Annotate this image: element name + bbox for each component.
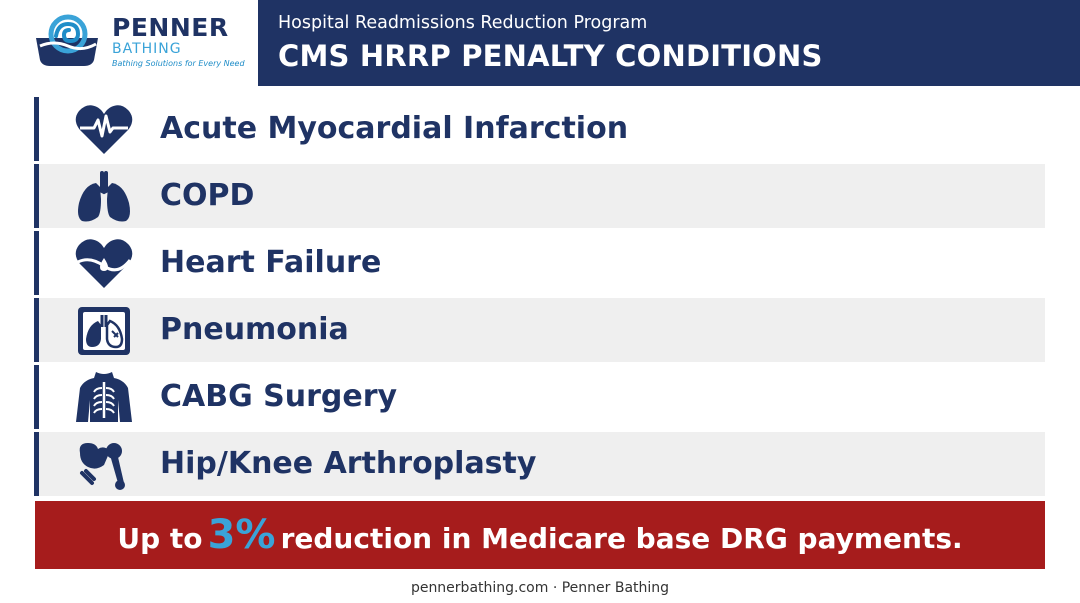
row-accent-bar (34, 365, 39, 429)
condition-row-ami: Acute Myocardial Infarction (34, 97, 1045, 161)
heart-pulse-icon (75, 105, 133, 154)
condition-label: Acute Myocardial Infarction (160, 111, 629, 146)
condition-row-heart-failure: Heart Failure (34, 231, 1045, 295)
brand-name: PENNER (112, 13, 229, 42)
condition-label: CABG Surgery (160, 379, 398, 414)
row-accent-bar (34, 432, 39, 496)
page-title: CMS HRRP PENALTY CONDITIONS (278, 39, 823, 73)
heart-drop-icon (75, 239, 133, 288)
condition-row-cabg: CABG Surgery (34, 365, 1045, 429)
penalty-banner: Up to 3% reduction in Medicare base DRG … (35, 501, 1045, 569)
brand-sub: BATHING (112, 41, 182, 57)
banner-suffix: reduction in Medicare base DRG payments. (280, 522, 963, 555)
condition-row-copd: COPD (34, 164, 1045, 228)
brand-logo: PENNER BATHING Bathing Solutions for Eve… (34, 10, 245, 76)
hip-joint-icon (79, 443, 125, 490)
condition-label: Pneumonia (160, 312, 349, 347)
banner-percent: 3% (207, 512, 276, 558)
row-accent-bar (34, 164, 39, 228)
lungs-icon (78, 171, 130, 222)
row-accent-bar (34, 298, 39, 362)
condition-row-pneumonia: Pneumonia (34, 298, 1045, 362)
header-banner: Hospital Readmissions Reduction Program … (258, 0, 1080, 86)
banner-prefix: Up to (117, 522, 203, 555)
footer-credit: pennerbathing.com · Penner Bathing (410, 580, 670, 596)
condition-label: Heart Failure (160, 245, 382, 280)
row-accent-bar (34, 97, 39, 161)
lung-xray-icon (78, 307, 130, 355)
brand-tagline: Bathing Solutions for Every Need (112, 59, 245, 68)
condition-label: Hip/Knee Arthroplasty (160, 446, 537, 481)
header-subtitle: Hospital Readmissions Reduction Program (278, 13, 648, 33)
row-accent-bar (34, 231, 39, 295)
bathtub-wave-logo-icon (36, 14, 98, 66)
condition-row-arthroplasty: Hip/Knee Arthroplasty (34, 432, 1045, 496)
ribcage-icon (76, 372, 132, 422)
condition-label: COPD (160, 178, 255, 213)
